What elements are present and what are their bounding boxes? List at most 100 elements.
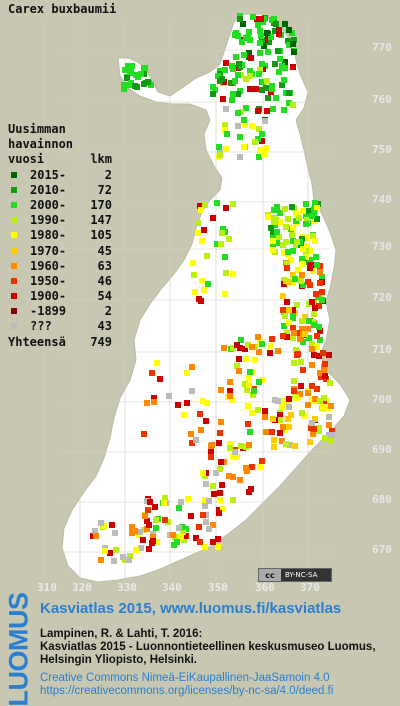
legend-entry: 2010- 72 [8,183,112,198]
observation-square [218,241,224,247]
observation-square [269,86,275,92]
observation-square [317,269,323,275]
observation-square [202,503,208,509]
legend-entry-count: 54 [97,289,112,304]
observation-square [189,388,195,394]
observation-square [263,429,269,435]
x-tick-label: 320 [72,581,92,594]
license-url[interactable]: https://creativecommons.org/licenses/by-… [40,685,334,697]
observation-square [290,41,296,47]
legend-entry-count: 45 [97,243,112,258]
y-tick-label: 770 [372,41,392,54]
observation-square [258,16,264,22]
observation-square [201,287,207,293]
observation-square [182,533,188,539]
observation-square [316,353,322,359]
observation-square [273,21,279,27]
observation-square [181,412,187,418]
observation-square [217,466,223,472]
observation-square [298,278,304,284]
observation-square [122,67,128,73]
observation-square [285,216,291,222]
cc-license-badge[interactable]: cc BY-NC-SA [258,568,332,582]
observation-square [257,67,263,73]
observation-square [280,307,286,313]
observation-square [286,424,292,430]
observation-square [292,276,298,282]
legend-entry: 2015- 2 [8,168,112,183]
observation-square [222,291,228,297]
observation-square [288,257,294,263]
observation-square [247,429,253,435]
observation-square [308,262,314,268]
observation-square [270,247,276,253]
observation-square [241,117,247,123]
observation-square [202,497,208,503]
observation-square [257,40,263,46]
observation-square [219,76,225,82]
observation-square [210,215,216,221]
observation-square [259,61,265,67]
observation-square [247,369,253,375]
kasviatlas-link[interactable]: Kasviatlas 2015, www.luomus.fi/kasviatla… [40,600,342,617]
observation-square [267,350,273,356]
observation-square [268,225,274,231]
observation-square [290,102,296,108]
observation-square [252,139,258,145]
observation-square [282,59,288,65]
observation-square [128,80,134,86]
observation-square [223,106,229,112]
observation-square [276,31,282,37]
observation-square [317,280,323,286]
observation-square [283,441,289,447]
observation-square [282,313,288,319]
observation-square [184,370,190,376]
observation-square [203,481,209,487]
observation-square [102,548,108,554]
observation-square [313,291,319,297]
luomus-logo-text: LUOMUS [3,592,34,706]
legend-entry-label: 2015- [30,167,67,182]
observation-square [133,72,139,78]
observation-square [235,123,241,129]
observation-square [309,383,315,389]
observation-square [98,557,104,563]
observation-square [271,444,277,450]
observation-square [195,220,201,226]
legend-swatch [11,247,17,254]
observation-square [252,357,258,363]
legend-swatch [11,262,17,269]
observation-square [286,307,292,313]
observation-square [109,522,115,528]
observation-square [262,414,268,420]
observation-square [120,554,126,560]
legend-entries: 2015- 2 2010- 72 2000- 170 1990- 147 1980- 105 197… [8,168,112,335]
observation-square [150,534,156,540]
observation-square [246,382,252,388]
observation-square [318,374,324,380]
observation-square [222,127,228,133]
observation-square [244,468,250,474]
observation-square [321,368,327,374]
legend-entry: 1960- 63 [8,259,112,274]
y-tick-label: 730 [372,240,392,253]
observation-square [290,272,296,278]
observation-square [247,73,253,79]
observation-square [286,396,292,402]
observation-square [232,78,238,84]
legend-entry-label: 1900- [30,289,67,304]
observation-square [217,430,223,436]
observation-square [286,27,292,33]
observation-square [195,230,201,236]
observation-square [293,211,299,217]
observation-square [270,238,276,244]
observation-square [322,373,328,379]
y-tick-label: 740 [372,193,392,206]
observation-square [270,416,276,422]
observation-square [189,364,195,370]
observation-square [297,336,303,342]
observation-square [281,77,287,83]
observation-square [93,533,99,539]
observation-square [257,147,263,153]
observation-square [271,437,277,443]
